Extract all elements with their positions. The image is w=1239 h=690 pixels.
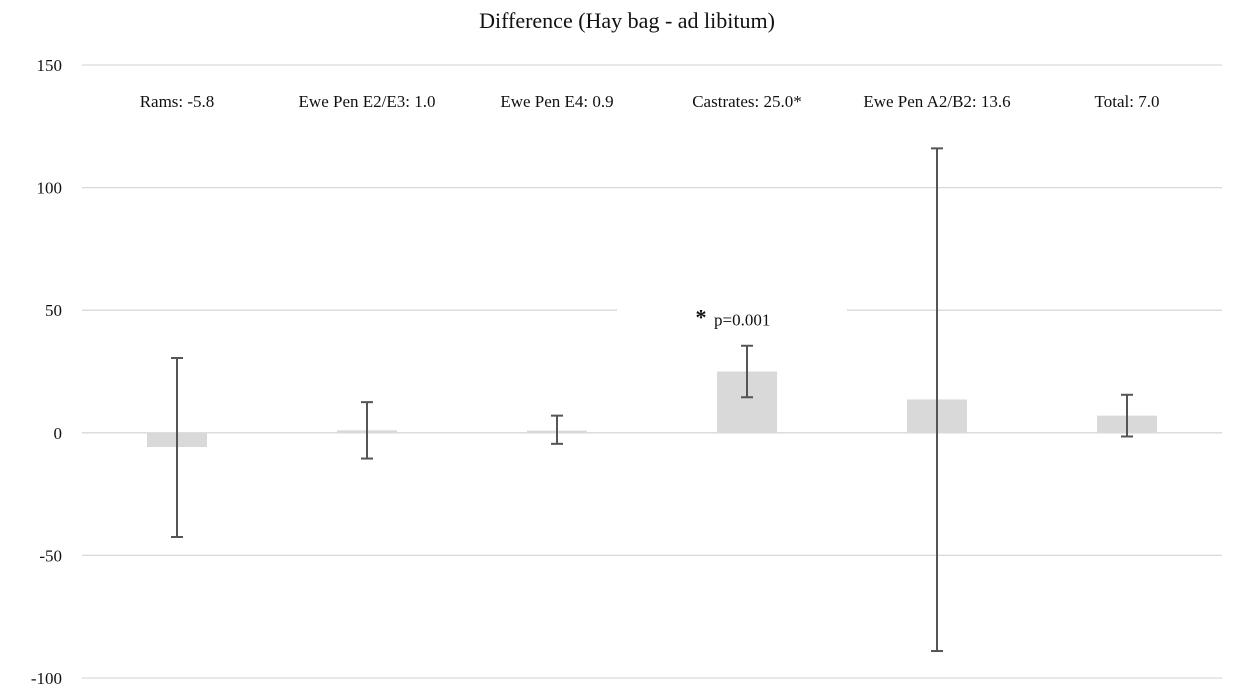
error-bars (171, 147, 1133, 653)
y-tick-label: -100 (31, 669, 62, 688)
bars (147, 371, 1157, 448)
category-label: Total: 7.0 (1095, 92, 1160, 111)
error-bar (551, 414, 563, 445)
error-bar (361, 401, 373, 460)
y-tick-label: 50 (45, 301, 62, 320)
significance-annotation: * p=0.001 (617, 300, 847, 341)
category-label: Ewe Pen E4: 0.9 (500, 92, 613, 111)
category-labels: Rams: -5.8 Ewe Pen E2/E3: 1.0 Ewe Pen E4: … (140, 92, 1160, 111)
chart-title: Difference (Hay bag - ad libitum) (479, 8, 775, 33)
y-tick-label: 150 (37, 56, 63, 75)
error-bar (741, 344, 753, 399)
category-label: Rams: -5.8 (140, 92, 215, 111)
y-tick-label: 100 (37, 179, 63, 198)
p-value-label: p=0.001 (714, 310, 770, 329)
y-tick-label: 0 (54, 424, 63, 443)
significance-star: * (696, 304, 707, 329)
error-bar (931, 147, 943, 653)
category-label: Ewe Pen A2/B2: 13.6 (863, 92, 1010, 111)
gridlines (82, 64, 1222, 679)
error-bar (171, 357, 183, 539)
category-label: Ewe Pen E2/E3: 1.0 (299, 92, 436, 111)
y-axis-ticks: -100 -50 0 50 100 150 (31, 56, 62, 688)
error-bar (1121, 393, 1133, 438)
y-tick-label: -50 (39, 546, 62, 565)
category-label: Castrates: 25.0* (692, 92, 802, 111)
annotation-background (617, 300, 847, 341)
